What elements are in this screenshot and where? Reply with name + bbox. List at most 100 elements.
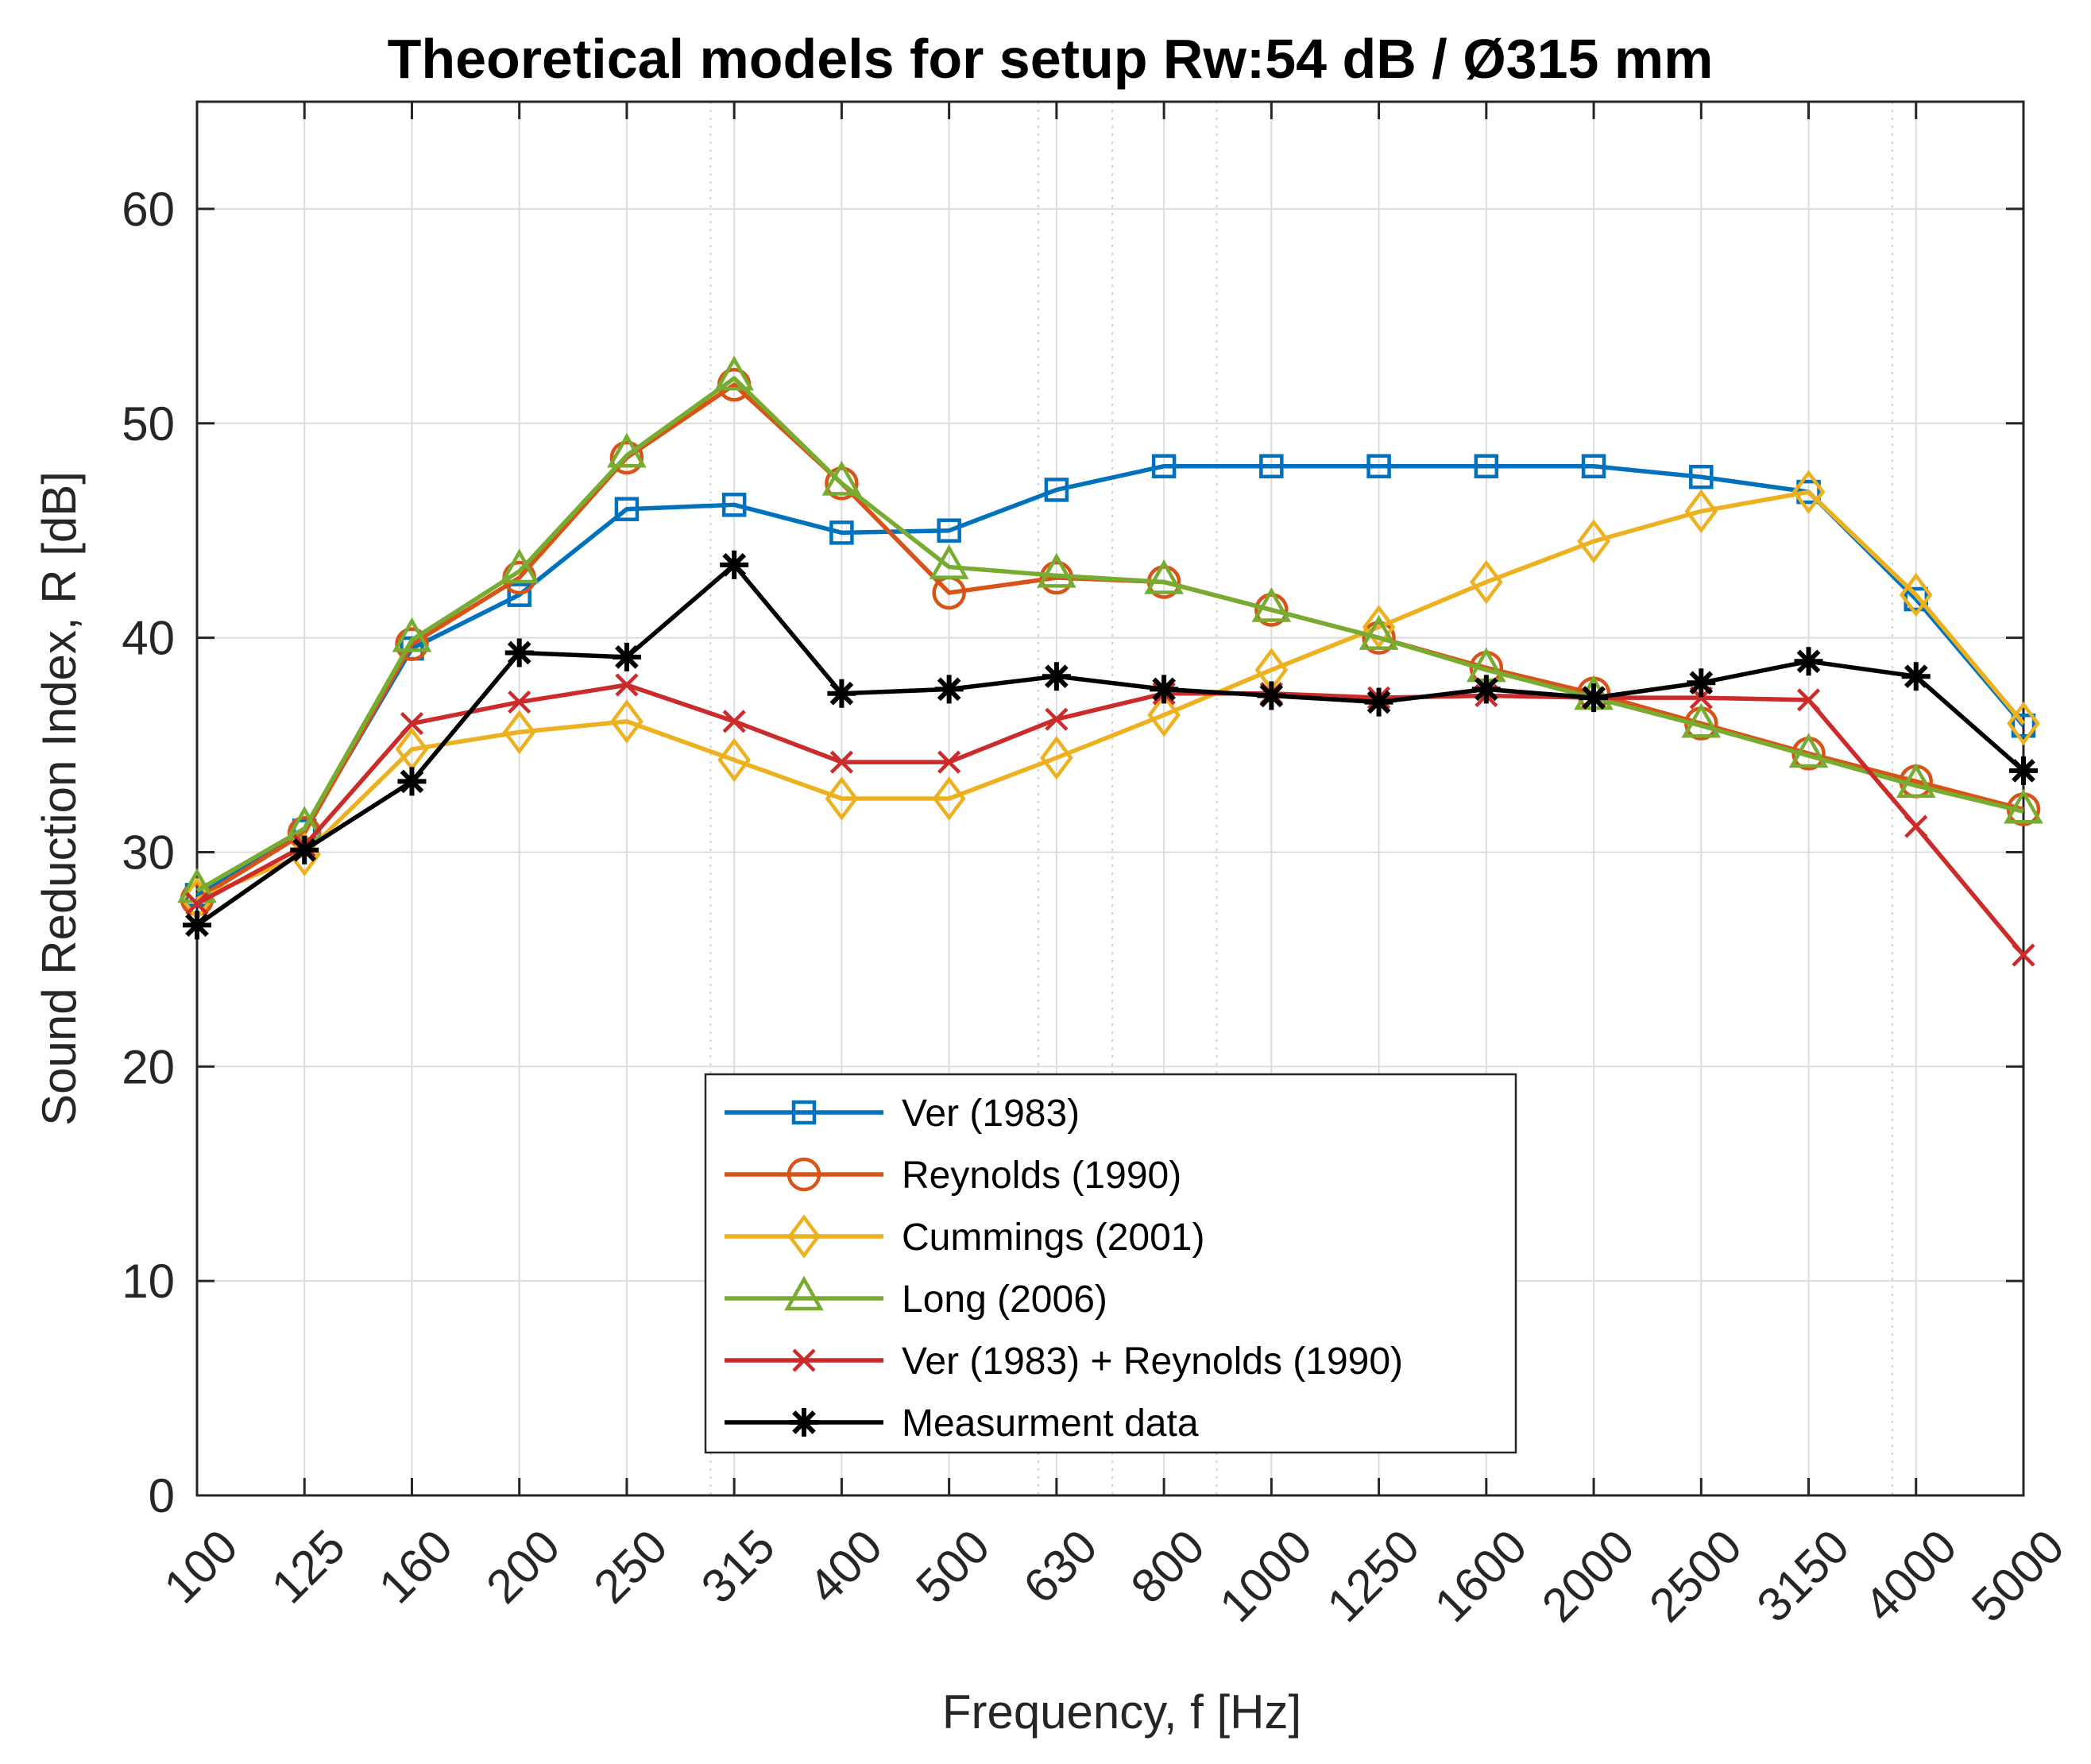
marker-circle bbox=[1254, 593, 1289, 627]
series-line bbox=[195, 563, 2025, 927]
legend-entry-2: Cummings (2001) bbox=[725, 1214, 1204, 1259]
series-5 bbox=[183, 550, 2038, 940]
marker-x bbox=[829, 750, 854, 774]
marker-asterisk bbox=[1687, 668, 1716, 698]
marker-x bbox=[1045, 707, 1069, 731]
marker-diamond bbox=[1791, 470, 1826, 514]
marker-diamond bbox=[610, 699, 644, 744]
marker-square bbox=[507, 582, 531, 607]
marker-diamond bbox=[1040, 735, 1073, 780]
marker-triangle bbox=[1144, 559, 1184, 594]
legend: Ver (1983) Reynolds (1990) Cummings (2001)… bbox=[704, 1073, 1517, 1454]
marker-circle bbox=[825, 466, 859, 501]
marker-square bbox=[1151, 454, 1177, 478]
marker-triangle bbox=[177, 868, 217, 903]
marker-asterisk bbox=[397, 767, 427, 796]
chart-title: Theoretical models for setup Rw:54 dB / … bbox=[388, 28, 1714, 90]
legend-entry-4: Ver (1983) + Reynolds (1990) bbox=[725, 1340, 1403, 1383]
marker-square bbox=[791, 1100, 817, 1125]
marker-diamond bbox=[1470, 559, 1503, 605]
marker-square bbox=[1044, 478, 1069, 502]
marker-triangle bbox=[607, 432, 647, 468]
marker-triangle bbox=[714, 355, 755, 391]
marker-triangle bbox=[784, 1275, 824, 1311]
y-tick-label: 60 bbox=[122, 183, 175, 236]
marker-diamond bbox=[787, 1214, 821, 1259]
marker-diamond bbox=[1577, 519, 1610, 563]
marker-square bbox=[2011, 714, 2036, 738]
marker-triangle bbox=[929, 544, 969, 579]
y-tick-label: 50 bbox=[122, 397, 175, 451]
marker-square bbox=[1689, 464, 1714, 489]
marker-triangle bbox=[2004, 788, 2043, 824]
legend-label: Reynolds (1990) bbox=[902, 1155, 1181, 1197]
axes-box bbox=[195, 100, 2025, 1497]
marker-triangle bbox=[1359, 615, 1399, 650]
marker-circle bbox=[1362, 621, 1396, 655]
legend-entry-3: Long (2006) bbox=[725, 1275, 1107, 1321]
marker-asterisk bbox=[1471, 675, 1501, 704]
marker-square bbox=[721, 493, 747, 517]
marker-triangle bbox=[499, 548, 539, 584]
marker-x bbox=[615, 673, 639, 697]
marker-asterisk bbox=[1042, 662, 1071, 691]
marker-x bbox=[185, 892, 209, 915]
marker-x bbox=[400, 711, 424, 736]
marker-asterisk bbox=[2009, 756, 2038, 785]
series-line bbox=[195, 463, 2026, 897]
marker-diamond bbox=[932, 776, 966, 821]
y-tick-label: 0 bbox=[149, 1469, 175, 1522]
legend-entry-5: Measurment data bbox=[725, 1402, 1199, 1445]
marker-x bbox=[2012, 943, 2035, 967]
marker-circle bbox=[787, 1157, 821, 1192]
marker-square bbox=[937, 518, 961, 543]
marker-asterisk bbox=[290, 835, 319, 865]
marker-triangle bbox=[392, 617, 432, 652]
marker-square bbox=[1366, 454, 1391, 478]
marker-diamond bbox=[1684, 489, 1718, 534]
marker-x bbox=[1904, 814, 1928, 838]
marker-asterisk bbox=[1794, 647, 1823, 676]
legend-label: Ver (1983) + Reynolds (1990) bbox=[902, 1340, 1403, 1383]
marker-asterisk bbox=[934, 675, 964, 704]
marker-triangle bbox=[821, 460, 862, 496]
marker-diamond bbox=[1899, 572, 1933, 617]
x-axis-label: Frequency, f [Hz] bbox=[942, 1685, 1301, 1739]
legend-label: Measurment data bbox=[902, 1402, 1199, 1445]
marker-circle bbox=[609, 440, 644, 475]
marker-asterisk bbox=[1901, 662, 1931, 691]
marker-triangle bbox=[1681, 702, 1722, 738]
legend-box bbox=[704, 1073, 1517, 1454]
marker-asterisk bbox=[720, 550, 749, 579]
marker-asterisk bbox=[1364, 687, 1393, 717]
marker-asterisk bbox=[612, 642, 641, 671]
y-tick-label: 40 bbox=[122, 612, 175, 665]
marker-asterisk bbox=[183, 911, 211, 940]
marker-asterisk bbox=[827, 679, 856, 708]
marker-x bbox=[1796, 688, 1821, 712]
marker-diamond bbox=[2007, 701, 2040, 746]
marker-diamond bbox=[502, 710, 536, 755]
marker-triangle bbox=[1037, 552, 1076, 588]
marker-triangle bbox=[1251, 586, 1292, 622]
series-line bbox=[195, 683, 2026, 957]
marker-square bbox=[1259, 454, 1284, 478]
marker-x bbox=[722, 710, 746, 733]
marker-square bbox=[1474, 454, 1499, 478]
marker-x bbox=[508, 690, 531, 714]
tick-marks bbox=[195, 102, 2025, 1497]
marker-x bbox=[792, 1348, 816, 1372]
marker-asterisk bbox=[1150, 675, 1179, 704]
marker-diamond bbox=[717, 737, 751, 783]
marker-diamond bbox=[1147, 693, 1181, 737]
marker-triangle bbox=[1788, 733, 1829, 768]
marker-square bbox=[1581, 454, 1606, 478]
legend-entry-0: Ver (1983) bbox=[725, 1093, 1080, 1135]
marker-asterisk bbox=[1257, 681, 1286, 710]
y-tick-label: 10 bbox=[122, 1255, 175, 1308]
legend-entry-1: Reynolds (1990) bbox=[725, 1155, 1181, 1197]
marker-asterisk bbox=[504, 638, 534, 667]
marker-asterisk bbox=[790, 1408, 818, 1437]
legend-label: Long (2006) bbox=[902, 1279, 1107, 1321]
